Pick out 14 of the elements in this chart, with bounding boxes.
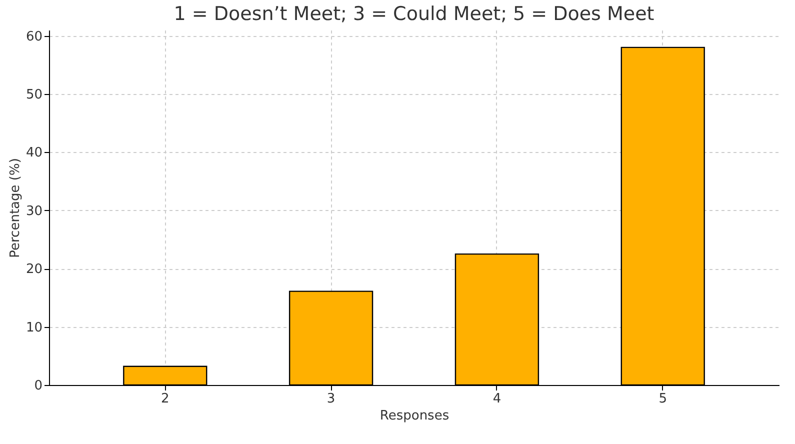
y-tick-label: 30 <box>26 204 42 219</box>
x-tick-label: 5 <box>658 392 668 406</box>
x-axis-title: Responses <box>380 408 450 424</box>
y-tick-label: 50 <box>26 88 42 103</box>
y-tick-label: 10 <box>26 320 42 336</box>
x-tick-label: 4 <box>492 392 502 406</box>
x-tick-label: 3 <box>326 392 336 406</box>
y-tick-label: 40 <box>26 146 42 161</box>
y-tick-label: 60 <box>26 29 42 44</box>
x-tick-label: 2 <box>160 392 170 406</box>
y-axis-title: Percentage (%) <box>8 158 23 258</box>
y-tick-label: 0 <box>34 378 42 394</box>
chart-title: 1 = Doesn’t Meet; 3 = Could Meet; 5 = Does Meet <box>174 2 654 25</box>
y-tick-label: 20 <box>26 262 42 278</box>
